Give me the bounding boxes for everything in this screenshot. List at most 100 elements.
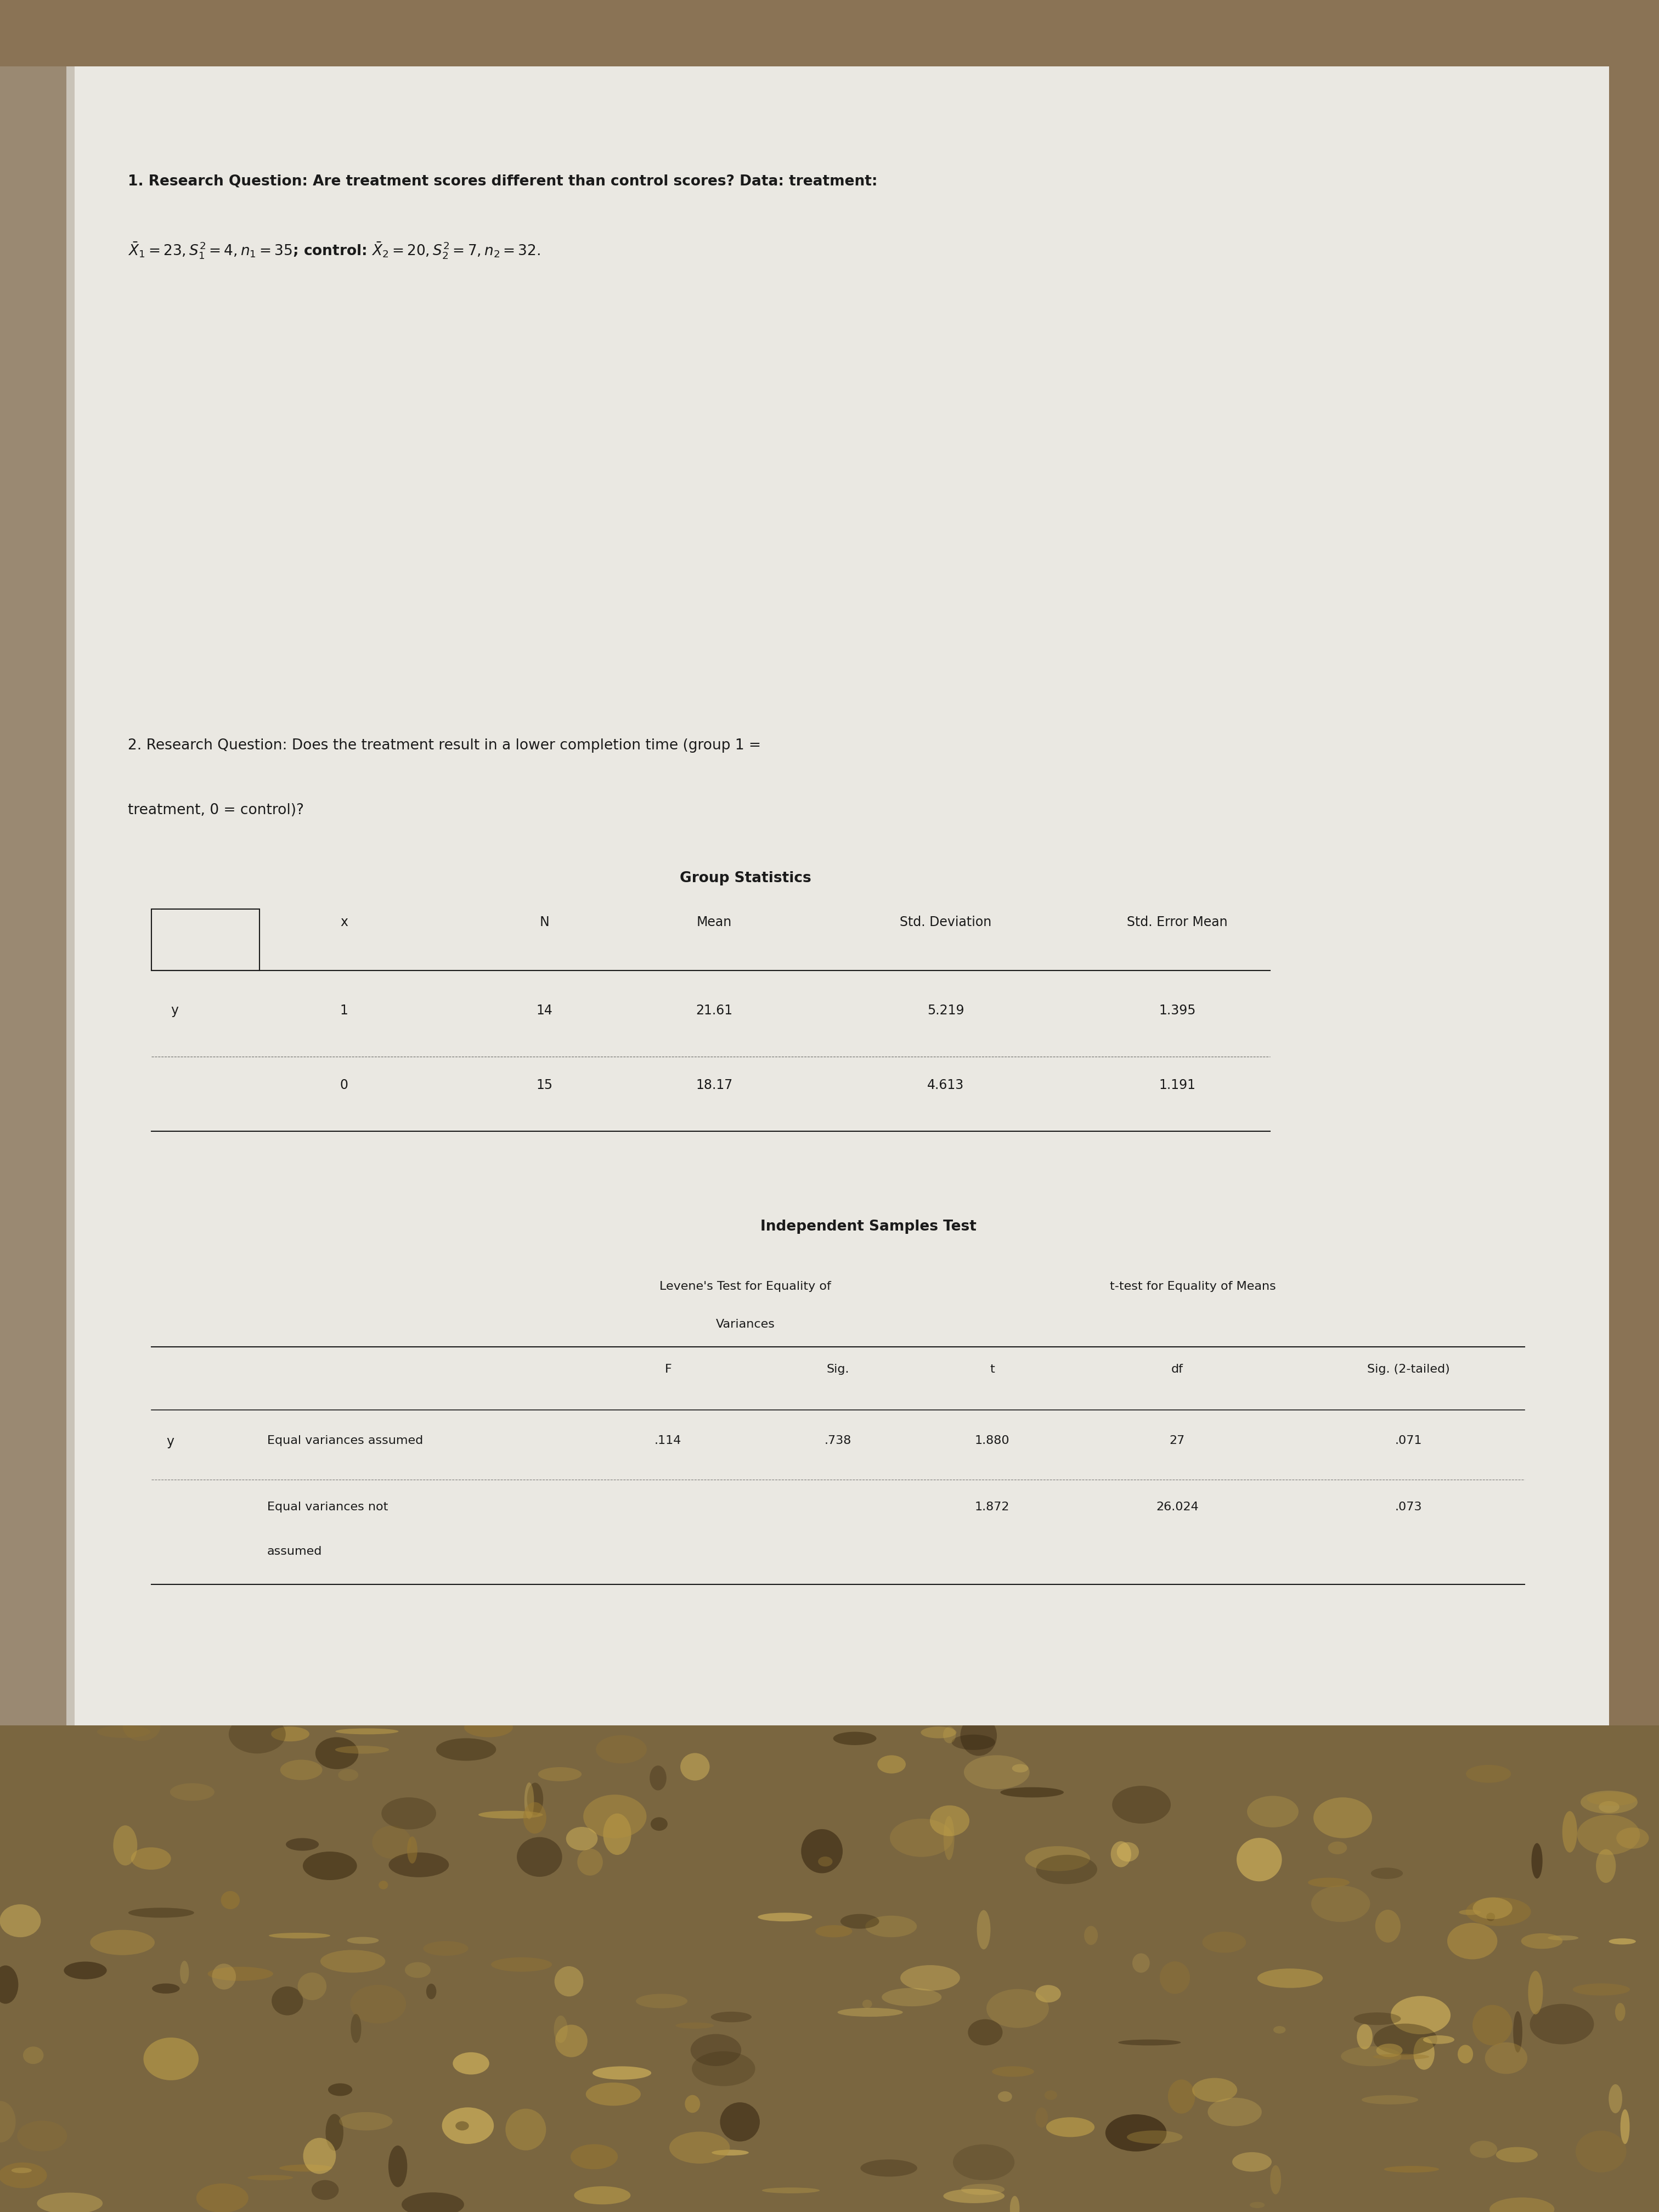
Ellipse shape — [1274, 2026, 1286, 2033]
Ellipse shape — [372, 1825, 411, 1858]
Ellipse shape — [977, 1909, 990, 1949]
Ellipse shape — [1362, 2095, 1418, 2104]
Ellipse shape — [1168, 2079, 1194, 2115]
Ellipse shape — [878, 1756, 906, 1774]
Ellipse shape — [841, 1913, 879, 1929]
Ellipse shape — [426, 1984, 436, 2000]
Text: 0: 0 — [340, 1079, 348, 1091]
Ellipse shape — [1249, 2201, 1264, 2208]
Ellipse shape — [1521, 1933, 1563, 1949]
Ellipse shape — [685, 2095, 700, 2112]
Text: Levene's Test for Equality of: Levene's Test for Equality of — [659, 1281, 831, 1292]
Ellipse shape — [1035, 1984, 1060, 2002]
Text: F: F — [665, 1363, 672, 1374]
Ellipse shape — [1377, 2044, 1402, 2057]
Ellipse shape — [952, 2143, 1015, 2181]
Ellipse shape — [801, 1829, 843, 1874]
Ellipse shape — [1599, 1801, 1619, 1812]
Ellipse shape — [571, 2143, 617, 2170]
Ellipse shape — [1010, 2197, 1020, 2212]
Ellipse shape — [279, 2166, 332, 2172]
Ellipse shape — [1374, 2053, 1430, 2059]
Ellipse shape — [1447, 1922, 1498, 1960]
Bar — [0, 1725, 1659, 2212]
Ellipse shape — [128, 1907, 194, 1918]
Text: treatment, 0 = control)?: treatment, 0 = control)? — [128, 803, 304, 816]
Ellipse shape — [961, 1714, 997, 1756]
Ellipse shape — [1118, 2039, 1181, 2046]
Text: 1. Research Question: Are treatment scores different than control scores? Data: : 1. Research Question: Are treatment scor… — [128, 175, 878, 188]
Text: 2. Research Question: Does the treatment result in a lower completion time (grou: 2. Research Question: Does the treatment… — [128, 739, 761, 752]
Ellipse shape — [0, 1905, 41, 1938]
Ellipse shape — [247, 2174, 294, 2181]
Text: 1.191: 1.191 — [1160, 1079, 1196, 1091]
Ellipse shape — [577, 1849, 602, 1876]
Ellipse shape — [436, 1739, 496, 1761]
Ellipse shape — [1083, 1927, 1098, 1944]
Ellipse shape — [524, 1783, 534, 1818]
Text: x: x — [340, 916, 348, 929]
Ellipse shape — [863, 2000, 873, 2008]
Ellipse shape — [98, 1725, 151, 1739]
Ellipse shape — [1609, 2084, 1623, 2112]
Ellipse shape — [465, 1717, 513, 1736]
Ellipse shape — [523, 1803, 546, 1834]
Ellipse shape — [1112, 1840, 1131, 1867]
Ellipse shape — [423, 1942, 468, 1955]
Ellipse shape — [304, 1851, 357, 1880]
Ellipse shape — [17, 2121, 66, 2152]
Ellipse shape — [1193, 2077, 1238, 2101]
Ellipse shape — [169, 1783, 214, 1801]
Ellipse shape — [1496, 2148, 1538, 2163]
Ellipse shape — [964, 1754, 1030, 1790]
Bar — [0, 66, 75, 1725]
Text: 1.872: 1.872 — [975, 1502, 1009, 1513]
Ellipse shape — [1485, 2042, 1528, 2075]
Ellipse shape — [12, 2168, 32, 2172]
Ellipse shape — [304, 2137, 335, 2174]
Ellipse shape — [1458, 2044, 1473, 2064]
Ellipse shape — [123, 1712, 161, 1741]
Text: 5.219: 5.219 — [927, 1004, 964, 1018]
Ellipse shape — [944, 2190, 1005, 2203]
Ellipse shape — [1581, 1792, 1637, 1814]
Ellipse shape — [650, 1818, 667, 1832]
Ellipse shape — [63, 1962, 106, 1980]
Ellipse shape — [113, 1825, 138, 1865]
Ellipse shape — [1000, 1787, 1063, 1798]
Text: 15: 15 — [536, 1079, 552, 1091]
Ellipse shape — [566, 1827, 597, 1851]
Ellipse shape — [1035, 1856, 1097, 1885]
Ellipse shape — [1473, 2004, 1513, 2046]
Text: 4.613: 4.613 — [927, 1079, 964, 1091]
Ellipse shape — [680, 1754, 710, 1781]
Ellipse shape — [1112, 1785, 1171, 1823]
Ellipse shape — [0, 2163, 46, 2188]
Ellipse shape — [320, 1951, 385, 1973]
Ellipse shape — [405, 1962, 431, 1978]
Ellipse shape — [861, 2159, 917, 2177]
Ellipse shape — [1573, 1984, 1629, 1995]
Ellipse shape — [669, 2132, 730, 2163]
Ellipse shape — [207, 1966, 274, 1980]
Text: Variances: Variances — [715, 1318, 775, 1329]
Ellipse shape — [921, 1728, 957, 1739]
Ellipse shape — [350, 2013, 362, 2044]
Ellipse shape — [269, 1933, 330, 1938]
Ellipse shape — [584, 1794, 647, 1838]
Text: Equal variances not: Equal variances not — [267, 1502, 388, 1513]
Ellipse shape — [1465, 1898, 1531, 1927]
Ellipse shape — [1340, 2046, 1402, 2066]
Ellipse shape — [131, 1847, 171, 1869]
Ellipse shape — [944, 1816, 954, 1860]
Ellipse shape — [388, 2146, 406, 2188]
Ellipse shape — [1384, 2166, 1438, 2172]
Ellipse shape — [818, 1856, 833, 1867]
Ellipse shape — [761, 2188, 820, 2194]
FancyBboxPatch shape — [66, 66, 1609, 1725]
Ellipse shape — [1473, 1898, 1513, 1920]
Text: .073: .073 — [1395, 1502, 1422, 1513]
Ellipse shape — [838, 2008, 902, 2017]
Text: df: df — [1171, 1363, 1183, 1374]
Ellipse shape — [335, 1745, 390, 1754]
